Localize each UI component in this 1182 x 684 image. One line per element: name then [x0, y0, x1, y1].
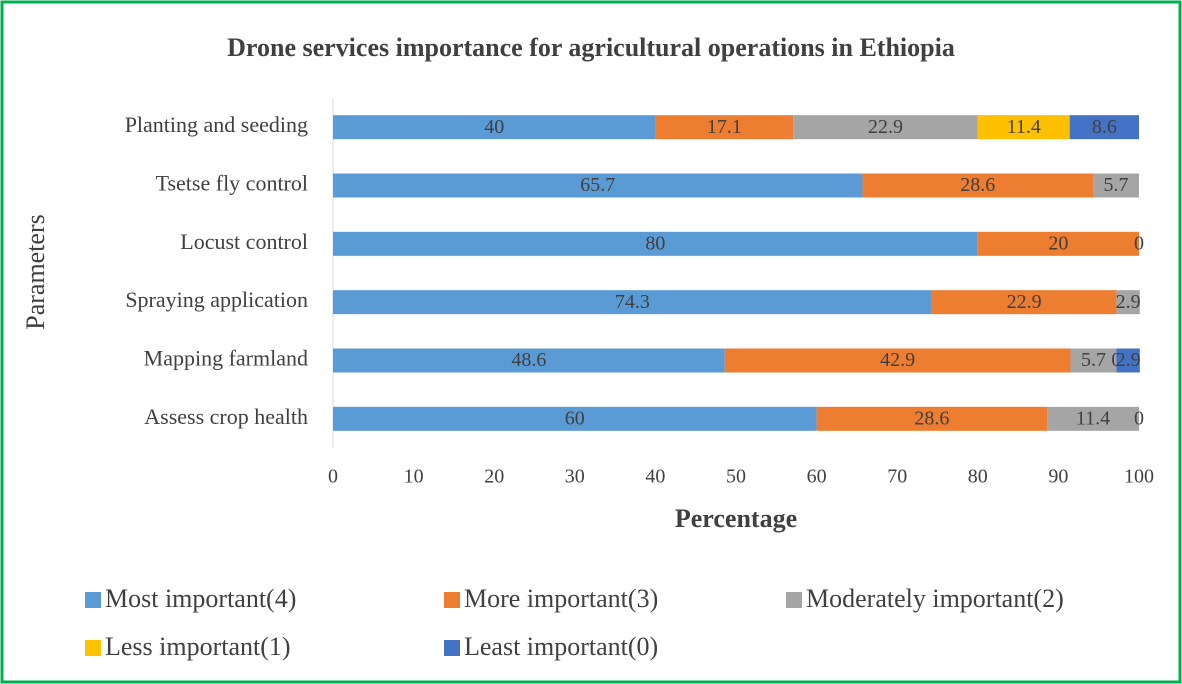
x-tick-label: 0	[328, 466, 338, 488]
data-label: 22.9	[1007, 291, 1042, 313]
bar-segment	[793, 115, 978, 140]
data-label: 74.3	[615, 291, 650, 313]
legend-label: Most important(4)	[105, 584, 296, 613]
bar-segment	[1116, 348, 1140, 373]
legend-label: Least important(0)	[464, 632, 658, 661]
bar-segment	[1116, 290, 1140, 315]
bar-segment	[333, 348, 725, 373]
bar-segment	[655, 115, 794, 140]
x-tick-label: 50	[726, 466, 746, 488]
data-label: 11.4	[1076, 407, 1110, 429]
data-label: 17.1	[707, 116, 742, 138]
legend-swatch	[444, 640, 460, 656]
bar-segment	[333, 115, 656, 140]
data-label: 60	[565, 407, 585, 429]
y-tick-label: Spraying application	[125, 287, 308, 312]
y-tick-label: Tsetse fly control	[156, 171, 308, 196]
data-label: 80	[645, 232, 665, 254]
bar-segment	[333, 406, 817, 431]
y-tick-label: Planting and seeding	[125, 112, 308, 137]
x-tick-label: 20	[484, 466, 504, 488]
x-tick-label: 90	[1048, 466, 1068, 488]
y-axis-title: Parameters	[21, 214, 50, 330]
x-axis-title: Percentage	[675, 504, 797, 533]
bar-segment	[1093, 173, 1139, 198]
legend-swatch	[444, 592, 460, 608]
chart-title: Drone services importance for agricultur…	[227, 33, 955, 62]
data-label: 28.6	[960, 174, 995, 196]
data-label: 65.7	[580, 174, 615, 196]
x-tick-label: 80	[968, 466, 988, 488]
x-tick-label: 100	[1124, 466, 1154, 488]
bar-segment	[724, 348, 1071, 373]
bar-segment	[333, 290, 932, 315]
data-label: 5.7	[1081, 349, 1106, 371]
data-label: 2.9	[1116, 349, 1141, 371]
bar-segment	[1047, 406, 1139, 431]
data-label: 2.9	[1116, 291, 1141, 313]
bar-segment	[333, 173, 863, 198]
bar-segment	[931, 290, 1117, 315]
legend-swatch	[786, 592, 802, 608]
bar-segment	[977, 115, 1070, 140]
bar-segment	[977, 231, 1139, 256]
legend-label: Moderately important(2)	[806, 584, 1064, 613]
data-label: 40	[484, 116, 504, 138]
legend-swatch	[85, 592, 101, 608]
x-tick-label: 30	[565, 466, 585, 488]
x-tick-label: 40	[645, 466, 665, 488]
data-label: 42.9	[880, 349, 915, 371]
y-tick-label: Locust control	[180, 229, 308, 254]
bar-segment	[862, 173, 1094, 198]
x-tick-label: 70	[887, 466, 907, 488]
legend-swatch	[85, 640, 101, 656]
x-tick-label: 60	[807, 466, 827, 488]
bar-segment	[333, 231, 978, 256]
data-label: 5.7	[1104, 174, 1129, 196]
x-tick-label: 10	[404, 466, 424, 488]
data-label: 8.6	[1092, 116, 1117, 138]
data-label: 48.6	[511, 349, 546, 371]
bar-segment	[1069, 115, 1139, 140]
y-tick-label: Assess crop health	[144, 404, 308, 429]
legend-label: Less important(1)	[105, 632, 291, 661]
data-label: 0	[1134, 407, 1144, 429]
data-label: 0	[1134, 232, 1144, 254]
y-tick-label: Mapping farmland	[144, 346, 308, 371]
legend-label: More important(3)	[464, 584, 658, 613]
data-label: 22.9	[868, 116, 903, 138]
data-label: 20	[1048, 232, 1068, 254]
bar-segment	[1070, 348, 1117, 373]
bar-segment	[816, 406, 1048, 431]
data-label: 28.6	[914, 407, 949, 429]
data-label: 11.4	[1007, 116, 1041, 138]
